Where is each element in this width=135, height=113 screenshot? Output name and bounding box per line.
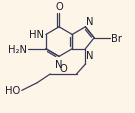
Text: HN: HN [29, 30, 44, 40]
Text: Br: Br [111, 33, 122, 43]
Text: O: O [60, 63, 67, 73]
Text: N: N [87, 16, 94, 26]
Text: N: N [55, 59, 63, 69]
Text: N: N [87, 50, 94, 60]
Text: O: O [55, 2, 63, 12]
Text: HO: HO [5, 86, 21, 95]
Text: H₂N: H₂N [8, 44, 27, 54]
